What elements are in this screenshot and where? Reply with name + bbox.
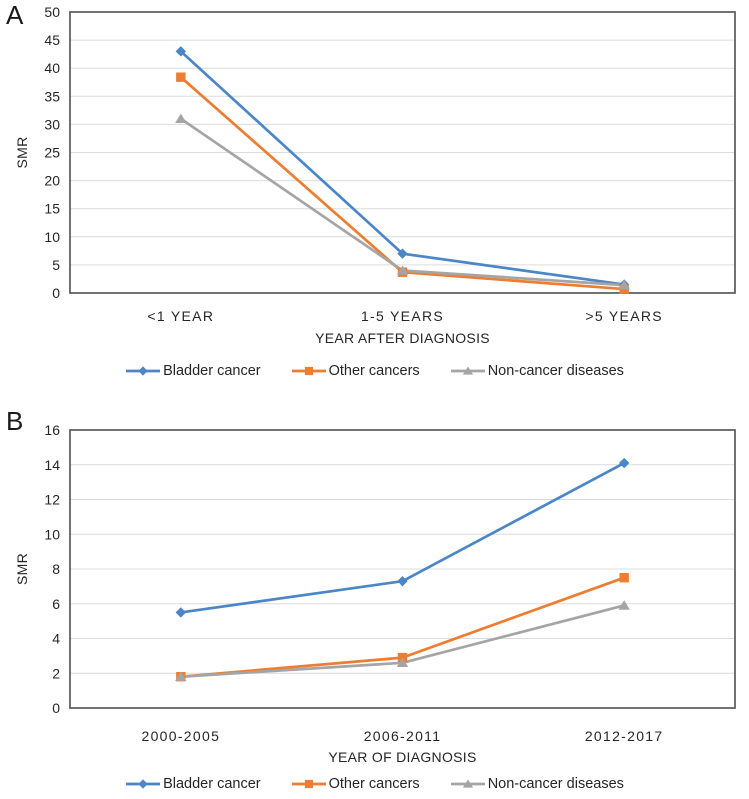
legend-item: Other cancers [291, 363, 420, 379]
y-tick-label: 10 [44, 229, 60, 245]
chart-a: 0 5 10 15 20 25 30 35 40 45 50 <1 YEAR 1-5 YEARS >5 Y… [14, 4, 736, 346]
x-axis-title: YEAR AFTER DIAGNOSIS [315, 330, 490, 346]
x-category-label: 1-5 YEARS [361, 308, 444, 324]
x-category-label: 2012-2017 [585, 728, 664, 744]
diamond-marker-icon [397, 248, 408, 259]
triangle-marker-icon [396, 265, 409, 275]
legend-label: Other cancers [328, 776, 420, 792]
legend-diamond-marker-icon [138, 779, 148, 789]
y-tick-label: 6 [52, 596, 60, 612]
panel-b-plot-svg: 0 2 4 6 8 10 12 14 16 2000-2005 2006-2011 2012-2017… [14, 422, 736, 765]
legend-b: Bladder cancer Other cancers Non-cancer di… [0, 776, 749, 792]
triangle-marker-icon [175, 671, 187, 681]
panel-b-label: B [6, 406, 24, 436]
legend-square-icon [291, 366, 326, 376]
legend-triangle-icon [450, 366, 485, 375]
y-tick-label: 30 [44, 116, 60, 132]
legend-label: Bladder cancer [163, 363, 261, 379]
x-category-label: 2000-2005 [142, 728, 221, 744]
y-tick-label: 12 [44, 492, 60, 508]
y-tick-label: 50 [44, 4, 60, 20]
y-tick-label: 0 [52, 285, 60, 301]
legend-diamond-icon [126, 779, 161, 789]
legend-item: Non-cancer diseases [450, 363, 624, 379]
y-tick-label: 16 [44, 422, 60, 438]
legend-triangle-icon [450, 779, 485, 788]
y-tick-label: 2 [52, 665, 60, 681]
square-marker-icon [397, 652, 408, 663]
panel-a-plot-svg: 0 5 10 15 20 25 30 35 40 45 50 <1 YEAR 1-5 YEARS >5 Y… [14, 4, 736, 346]
x-category-label: <1 YEAR [147, 308, 214, 324]
plot-border [69, 429, 736, 709]
y-tick-label: 25 [44, 145, 60, 161]
legend-label: Non-cancer diseases [487, 776, 624, 792]
legend-square-icon [291, 779, 326, 789]
triangle-marker-icon [618, 279, 630, 290]
square-marker-icon [619, 572, 629, 583]
triangle-marker-icon [175, 113, 187, 123]
y-tick-label: 0 [52, 700, 60, 716]
y-tick-label: 8 [52, 561, 60, 577]
y-tick-label: 14 [44, 457, 60, 473]
legend-triangle-marker-icon [462, 779, 473, 788]
y-tick-label: 45 [44, 32, 60, 48]
triangle-marker-icon [396, 657, 409, 668]
legend-triangle-marker-icon [462, 366, 473, 375]
legend-item: Bladder cancer [125, 363, 261, 379]
legend-label: Non-cancer diseases [487, 363, 624, 379]
legend-diamond-icon [126, 366, 161, 376]
x-category-label: 2006-2011 [364, 728, 442, 744]
legend-label: Other cancers [328, 363, 420, 379]
legend-square-marker-icon [304, 366, 313, 376]
y-tick-label: 35 [44, 88, 60, 104]
panel-b: B 0 2 4 6 8 10 12 14 16 2000-2005 2006-2011 2012-20… [0, 400, 749, 799]
series-line [179, 117, 626, 287]
y-axis-title: SMR [14, 136, 30, 168]
x-category-label: >5 YEARS [585, 308, 662, 324]
legend-diamond-marker-icon [138, 366, 148, 376]
square-marker-icon [176, 72, 186, 82]
panel-a: A 0 5 10 15 20 25 30 35 40 45 50 <1 YEAR 1-5 YEARS >5… [0, 0, 749, 379]
triangle-marker-icon [618, 600, 630, 610]
series-line [179, 461, 626, 614]
legend-a: Bladder cancer Other cancers Non-cancer di… [0, 363, 749, 379]
chart-b: 0 2 4 6 8 10 12 14 16 2000-2005 2006-2011 2012-2017… [0, 400, 749, 799]
diamond-marker-icon [397, 575, 408, 587]
legend-item: Other cancers [291, 776, 420, 792]
panel-a-label: A [6, 0, 24, 30]
plot-border [69, 11, 736, 294]
legend-item: Bladder cancer [125, 776, 261, 792]
diamond-marker-icon [175, 46, 187, 57]
y-tick-label: 20 [44, 173, 60, 189]
y-tick-label: 15 [44, 201, 60, 217]
legend-label: Bladder cancer [163, 776, 261, 792]
y-tick-label: 10 [44, 526, 60, 542]
y-tick-label: 40 [44, 60, 60, 76]
x-axis-title: YEAR OF DIAGNOSIS [328, 749, 476, 765]
legend-item: Non-cancer diseases [450, 776, 624, 792]
diamond-marker-icon [175, 607, 187, 618]
legend-square-marker-icon [304, 779, 313, 789]
y-tick-label: 5 [52, 257, 60, 273]
diamond-marker-icon [618, 457, 630, 469]
y-axis-title: SMR [14, 553, 30, 585]
y-tick-label: 4 [52, 631, 60, 647]
